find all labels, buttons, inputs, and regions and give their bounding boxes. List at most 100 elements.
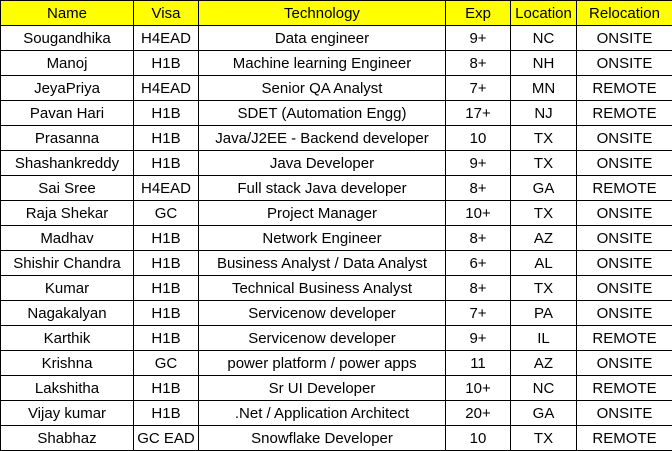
table-cell[interactable]: TX [510, 200, 577, 226]
table-cell[interactable]: Vijay kumar [0, 400, 134, 426]
table-cell[interactable]: H4EAD [133, 75, 199, 101]
table-cell[interactable]: H1B [133, 325, 199, 351]
table-cell[interactable]: ONSITE [576, 50, 672, 76]
table-cell[interactable]: 11 [445, 350, 511, 376]
table-cell[interactable]: Machine learning Engineer [198, 50, 446, 76]
table-cell[interactable]: 10 [445, 425, 511, 451]
table-cell[interactable]: REMOTE [576, 75, 672, 101]
table-cell[interactable]: H1B [133, 250, 199, 276]
table-cell[interactable]: NC [510, 375, 577, 401]
table-cell[interactable]: MN [510, 75, 577, 101]
table-cell[interactable]: H1B [133, 375, 199, 401]
table-cell[interactable]: 10+ [445, 375, 511, 401]
table-cell[interactable]: Full stack Java developer [198, 175, 446, 201]
table-cell[interactable]: REMOTE [576, 425, 672, 451]
table-cell[interactable]: H1B [133, 100, 199, 126]
table-cell[interactable]: Shishir Chandra [0, 250, 134, 276]
table-cell[interactable]: Madhav [0, 225, 134, 251]
table-cell[interactable]: REMOTE [576, 100, 672, 126]
table-cell[interactable]: Snowflake Developer [198, 425, 446, 451]
table-cell[interactable]: H1B [133, 300, 199, 326]
table-cell[interactable]: Business Analyst / Data Analyst [198, 250, 446, 276]
table-cell[interactable]: H4EAD [133, 175, 199, 201]
table-cell[interactable]: NJ [510, 100, 577, 126]
table-cell[interactable]: Project Manager [198, 200, 446, 226]
table-cell[interactable]: 9+ [445, 150, 511, 176]
table-cell[interactable]: 10 [445, 125, 511, 151]
table-cell[interactable]: GC [133, 350, 199, 376]
table-cell[interactable]: TX [510, 275, 577, 301]
table-cell[interactable]: GC [133, 200, 199, 226]
table-cell[interactable]: 6+ [445, 250, 511, 276]
table-cell[interactable]: GA [510, 175, 577, 201]
table-cell[interactable]: ONSITE [576, 250, 672, 276]
table-cell[interactable]: ONSITE [576, 400, 672, 426]
table-cell[interactable]: Senior QA Analyst [198, 75, 446, 101]
table-cell[interactable]: TX [510, 125, 577, 151]
table-cell[interactable]: Java Developer [198, 150, 446, 176]
table-cell[interactable]: 20+ [445, 400, 511, 426]
table-cell[interactable]: H1B [133, 50, 199, 76]
table-cell[interactable]: power platform / power apps [198, 350, 446, 376]
table-cell[interactable]: NH [510, 50, 577, 76]
table-cell[interactable]: Sai Sree [0, 175, 134, 201]
table-cell[interactable]: Lakshitha [0, 375, 134, 401]
table-cell[interactable]: 10+ [445, 200, 511, 226]
table-cell[interactable]: Network Engineer [198, 225, 446, 251]
header-cell-exp[interactable]: Exp [445, 0, 511, 26]
table-cell[interactable]: .Net / Application Architect [198, 400, 446, 426]
table-cell[interactable]: 7+ [445, 75, 511, 101]
table-cell[interactable]: Manoj [0, 50, 134, 76]
table-cell[interactable]: AL [510, 250, 577, 276]
table-cell[interactable]: Java/J2EE - Backend developer [198, 125, 446, 151]
table-cell[interactable]: ONSITE [576, 275, 672, 301]
table-cell[interactable]: ONSITE [576, 150, 672, 176]
table-cell[interactable]: Technical Business Analyst [198, 275, 446, 301]
table-cell[interactable]: 9+ [445, 25, 511, 51]
table-cell[interactable]: IL [510, 325, 577, 351]
table-cell[interactable]: ONSITE [576, 225, 672, 251]
table-cell[interactable]: H1B [133, 150, 199, 176]
table-cell[interactable]: Kumar [0, 275, 134, 301]
table-cell[interactable]: Sougandhika [0, 25, 134, 51]
table-cell[interactable]: 8+ [445, 225, 511, 251]
table-cell[interactable]: H4EAD [133, 25, 199, 51]
table-cell[interactable]: JeyaPriya [0, 75, 134, 101]
table-cell[interactable]: GC EAD [133, 425, 199, 451]
table-cell[interactable]: Sr UI Developer [198, 375, 446, 401]
table-cell[interactable]: 8+ [445, 175, 511, 201]
table-cell[interactable]: ONSITE [576, 200, 672, 226]
table-cell[interactable]: PA [510, 300, 577, 326]
table-cell[interactable]: ONSITE [576, 300, 672, 326]
table-cell[interactable]: SDET (Automation Engg) [198, 100, 446, 126]
table-cell[interactable]: ONSITE [576, 350, 672, 376]
table-cell[interactable]: Raja Shekar [0, 200, 134, 226]
table-cell[interactable]: REMOTE [576, 325, 672, 351]
table-cell[interactable]: Data engineer [198, 25, 446, 51]
table-cell[interactable]: H1B [133, 275, 199, 301]
table-cell[interactable]: Karthik [0, 325, 134, 351]
table-cell[interactable]: TX [510, 425, 577, 451]
table-cell[interactable]: ONSITE [576, 25, 672, 51]
table-cell[interactable]: 17+ [445, 100, 511, 126]
header-cell-relocation[interactable]: Relocation [576, 0, 672, 26]
header-cell-visa[interactable]: Visa [133, 0, 199, 26]
table-cell[interactable]: H1B [133, 225, 199, 251]
table-cell[interactable]: Pavan Hari [0, 100, 134, 126]
table-cell[interactable]: AZ [510, 225, 577, 251]
table-cell[interactable]: 8+ [445, 275, 511, 301]
table-cell[interactable]: REMOTE [576, 375, 672, 401]
table-cell[interactable]: GA [510, 400, 577, 426]
table-cell[interactable]: 8+ [445, 50, 511, 76]
table-cell[interactable]: Prasanna [0, 125, 134, 151]
table-cell[interactable]: REMOTE [576, 175, 672, 201]
table-cell[interactable]: AZ [510, 350, 577, 376]
table-cell[interactable]: 9+ [445, 325, 511, 351]
table-cell[interactable]: H1B [133, 125, 199, 151]
table-cell[interactable]: TX [510, 150, 577, 176]
table-cell[interactable]: Nagakalyan [0, 300, 134, 326]
table-cell[interactable]: Servicenow developer [198, 300, 446, 326]
header-cell-location[interactable]: Location [510, 0, 577, 26]
header-cell-name[interactable]: Name [0, 0, 134, 26]
header-cell-technology[interactable]: Technology [198, 0, 446, 26]
